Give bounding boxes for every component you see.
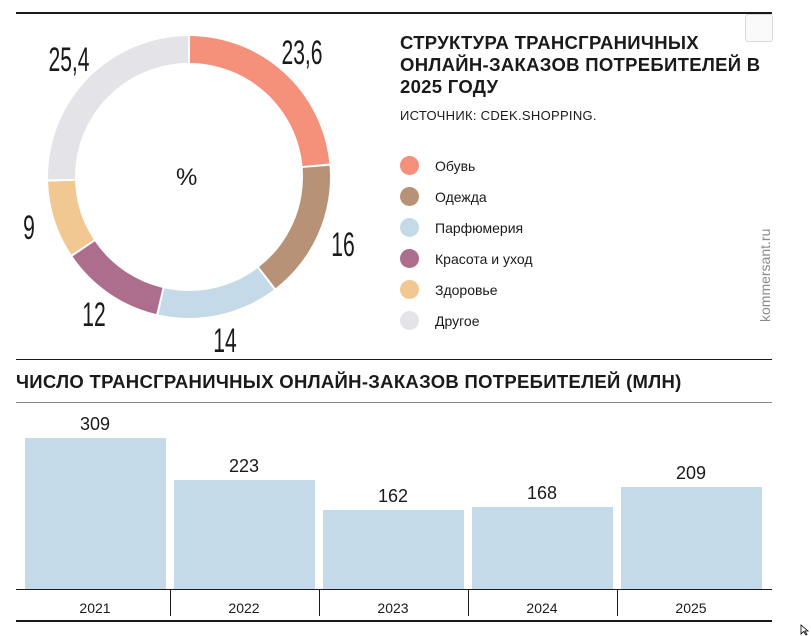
bar-value-label-2024: 168 bbox=[526, 482, 558, 503]
donut-slice-health bbox=[48, 180, 94, 255]
legend-swatch-perfume bbox=[400, 218, 419, 237]
bar-2025 bbox=[621, 486, 762, 589]
category-separator-tick bbox=[170, 590, 171, 616]
legend-label-clothing: Одежда bbox=[435, 188, 487, 205]
legend-item-other: Другое bbox=[400, 305, 533, 336]
legend-label-other: Другое bbox=[435, 312, 480, 329]
legend-swatch-beauty bbox=[400, 249, 419, 268]
section-divider bbox=[16, 359, 772, 360]
bar-category-label-2024: 2024 bbox=[526, 600, 558, 616]
bar-chart-title: ЧИСЛО ТРАНСГРАНИЧНЫХ ОНЛАЙН-ЗАКАЗОВ ПОТР… bbox=[16, 371, 682, 392]
donut-chart bbox=[48, 36, 330, 318]
bar-category-label-2023: 2023 bbox=[377, 600, 409, 616]
legend-item-health: Здоровье bbox=[400, 274, 533, 305]
legend-label-shoes: Обувь bbox=[435, 157, 476, 174]
donut-slice-clothing bbox=[259, 165, 330, 289]
donut-slice-perfume bbox=[158, 268, 274, 318]
donut-value-label-health: 9 bbox=[23, 208, 35, 247]
bar-2021 bbox=[25, 438, 166, 589]
legend-swatch-health bbox=[400, 280, 419, 299]
donut-slice-beauty bbox=[72, 241, 163, 315]
bar-section-rule bbox=[16, 402, 772, 403]
legend-item-beauty: Красота и уход bbox=[400, 243, 533, 274]
bar-2022 bbox=[174, 480, 315, 589]
legend-swatch-clothing bbox=[400, 187, 419, 206]
percent-unit-label: % bbox=[176, 164, 198, 191]
category-separator-tick bbox=[468, 590, 469, 616]
legend-label-beauty: Красота и уход bbox=[435, 250, 533, 267]
chart-source: ИСТОЧНИК: CDEK.SHOPPING. bbox=[400, 108, 597, 123]
donut-slice-other bbox=[48, 36, 189, 180]
legend-label-health: Здоровье bbox=[435, 281, 498, 298]
legend-label-perfume: Парфюмерия bbox=[435, 219, 524, 236]
bar-category-label-2025: 2025 bbox=[675, 600, 707, 616]
bar-baseline bbox=[16, 589, 772, 590]
legend-item-shoes: Обувь bbox=[400, 150, 533, 181]
top-rule bbox=[16, 12, 772, 14]
legend: Обувь Одежда Парфюмерия Красота и уход Здоро… bbox=[400, 150, 533, 336]
watermark-text: kommersant.ru bbox=[757, 228, 773, 322]
donut-value-label-clothing: 16 bbox=[331, 225, 355, 264]
legend-swatch-shoes bbox=[400, 156, 419, 175]
category-separator-tick bbox=[319, 590, 320, 616]
bar-value-label-2022: 223 bbox=[228, 456, 260, 477]
donut-value-label-shoes: 23,6 bbox=[281, 34, 323, 73]
bar-value-label-2023: 162 bbox=[377, 485, 409, 506]
bar-2024 bbox=[472, 506, 613, 589]
legend-item-clothing: Одежда bbox=[400, 181, 533, 212]
bar-value-label-2021: 309 bbox=[79, 414, 111, 434]
donut-value-label-other: 25,4 bbox=[48, 40, 90, 79]
donut-value-label-perfume: 14 bbox=[212, 322, 237, 361]
pie-chart-title: СТРУКТУРА ТРАНСГРАНИЧНЫХ ОНЛАЙН-ЗАКАЗОВ … bbox=[400, 32, 761, 97]
bottom-rule bbox=[16, 620, 772, 622]
share-icon[interactable] bbox=[745, 14, 773, 42]
donut-value-label-beauty: 12 bbox=[81, 296, 106, 335]
bar-2023 bbox=[323, 509, 464, 589]
bar-category-label-2022: 2022 bbox=[228, 600, 260, 616]
bar-value-label-2025: 209 bbox=[675, 462, 707, 483]
donut-slice-shoes bbox=[189, 36, 330, 167]
category-separator-tick bbox=[617, 590, 618, 616]
legend-item-perfume: Парфюмерия bbox=[400, 212, 533, 243]
bar-category-label-2021: 2021 bbox=[79, 600, 111, 616]
legend-swatch-other bbox=[400, 311, 419, 330]
